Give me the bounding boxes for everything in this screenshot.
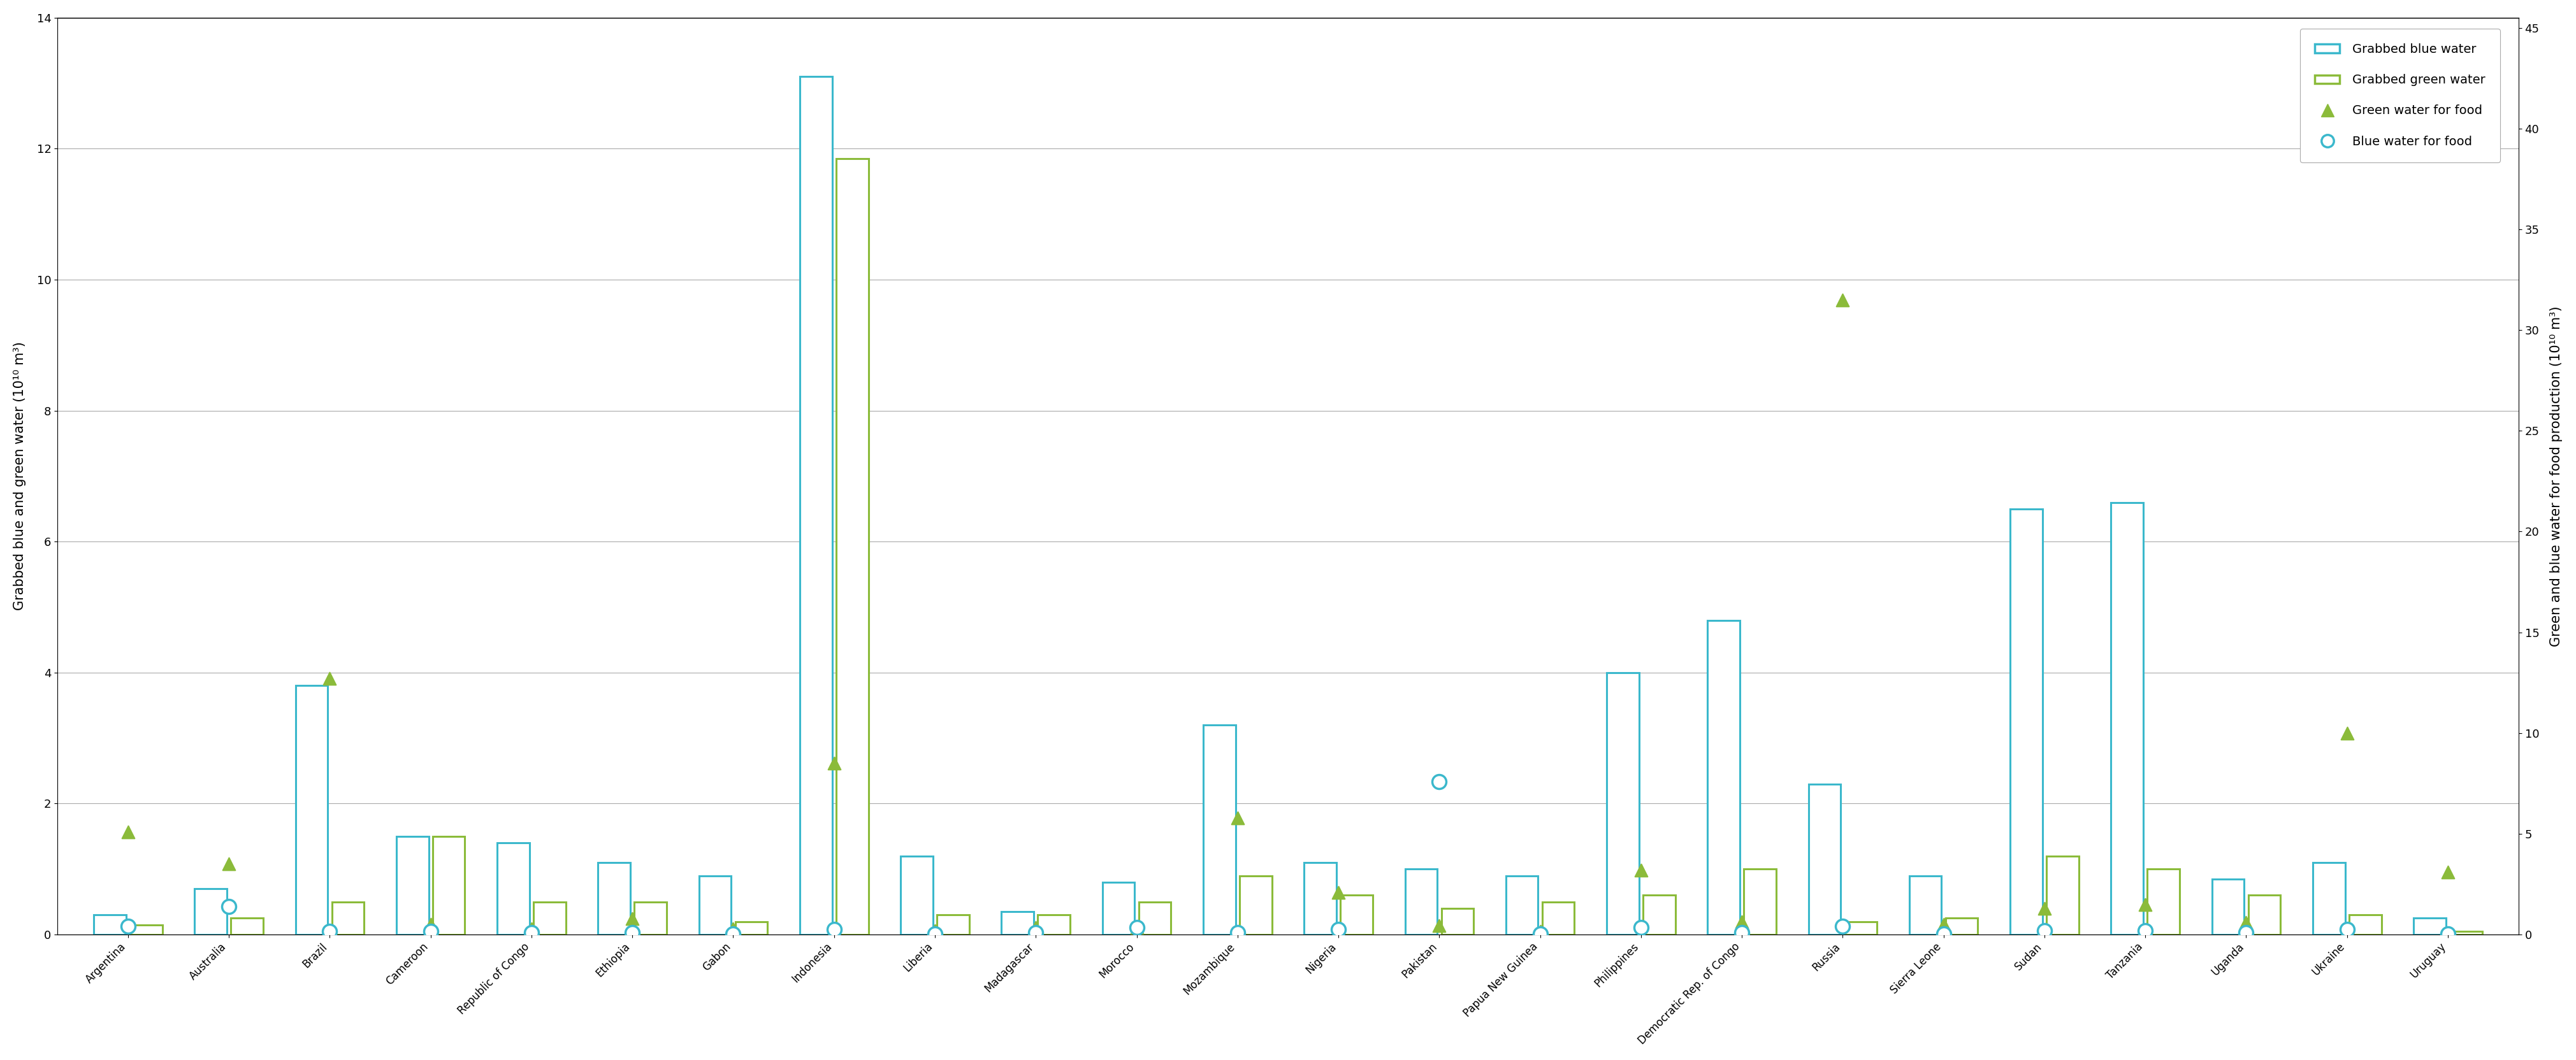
Bar [1443,908,1473,935]
Bar [397,836,428,935]
Bar [2213,879,2244,935]
Bar [634,902,667,935]
Point [914,925,956,942]
Y-axis label: Grabbed blue and green water (10¹⁰ m³): Grabbed blue and green water (10¹⁰ m³) [13,341,26,611]
Point [2125,896,2166,913]
Bar [433,836,464,935]
Bar [2148,869,2179,935]
Bar [1139,902,1172,935]
Point [1216,924,1257,941]
Point [1319,884,1360,901]
Bar [1038,915,1069,935]
Point [814,921,855,938]
Bar [734,921,768,935]
Bar [232,918,263,935]
Point [2025,900,2066,917]
Point [1115,919,1157,936]
Point [2326,921,2367,938]
Point [1015,919,1056,936]
Bar [2110,502,2143,935]
Point [914,922,956,939]
Bar [196,888,227,935]
Bar [497,843,531,935]
Bar [2414,918,2445,935]
Point [814,755,855,772]
Point [2427,925,2468,942]
Point [309,670,350,687]
Bar [2450,932,2483,935]
Point [714,925,755,942]
Point [1721,913,1762,930]
Bar [1643,896,1674,935]
Bar [1744,869,1775,935]
Point [2025,922,2066,939]
Point [1216,809,1257,826]
Point [410,923,451,940]
Point [209,855,250,872]
Bar [1808,784,1842,935]
Bar [1607,673,1638,935]
Point [410,916,451,933]
Bar [902,856,933,935]
Bar [1239,876,1273,935]
Point [1419,773,1461,790]
Point [1319,921,1360,938]
Bar [2009,509,2043,935]
Bar [698,876,732,935]
Bar [332,902,363,935]
Bar [1507,876,1538,935]
Bar [799,76,832,935]
Point [510,920,551,937]
Legend: Grabbed blue water, Grabbed green water, Green water for food, Blue water for fo: Grabbed blue water, Grabbed green water,… [2300,29,2499,162]
Bar [2249,896,2280,935]
Bar [2313,863,2344,935]
Point [1821,918,1862,935]
Point [1922,925,1963,942]
Bar [1340,896,1373,935]
Point [108,918,149,935]
Point [209,898,250,915]
Point [309,923,350,940]
Point [611,909,652,926]
Point [2326,725,2367,742]
Bar [1203,725,1236,935]
Bar [598,863,631,935]
Point [1419,917,1461,934]
Y-axis label: Green and blue water for food production (10¹⁰ m³): Green and blue water for food production… [2550,306,2563,647]
Bar [533,902,567,935]
Bar [2349,915,2380,935]
Point [714,920,755,937]
Point [1721,924,1762,941]
Point [1520,923,1561,940]
Bar [129,924,162,935]
Bar [1543,902,1574,935]
Bar [1945,918,1978,935]
Bar [296,686,327,935]
Point [1922,916,1963,933]
Point [1821,292,1862,308]
Bar [1002,912,1033,935]
Point [611,924,652,941]
Point [1620,862,1662,879]
Bar [938,915,969,935]
Bar [1103,882,1133,935]
Bar [1303,863,1337,935]
Bar [837,159,868,935]
Bar [1909,876,1942,935]
Point [2226,924,2267,941]
Point [1115,919,1157,936]
Point [1015,924,1056,941]
Point [2226,914,2267,931]
Point [108,824,149,841]
Point [510,924,551,941]
Bar [1708,620,1739,935]
Bar [1404,869,1437,935]
Bar [93,915,126,935]
Point [1620,919,1662,936]
Point [1520,925,1561,942]
Point [2125,922,2166,939]
Point [2427,864,2468,881]
Bar [1844,921,1878,935]
Bar [2045,856,2079,935]
